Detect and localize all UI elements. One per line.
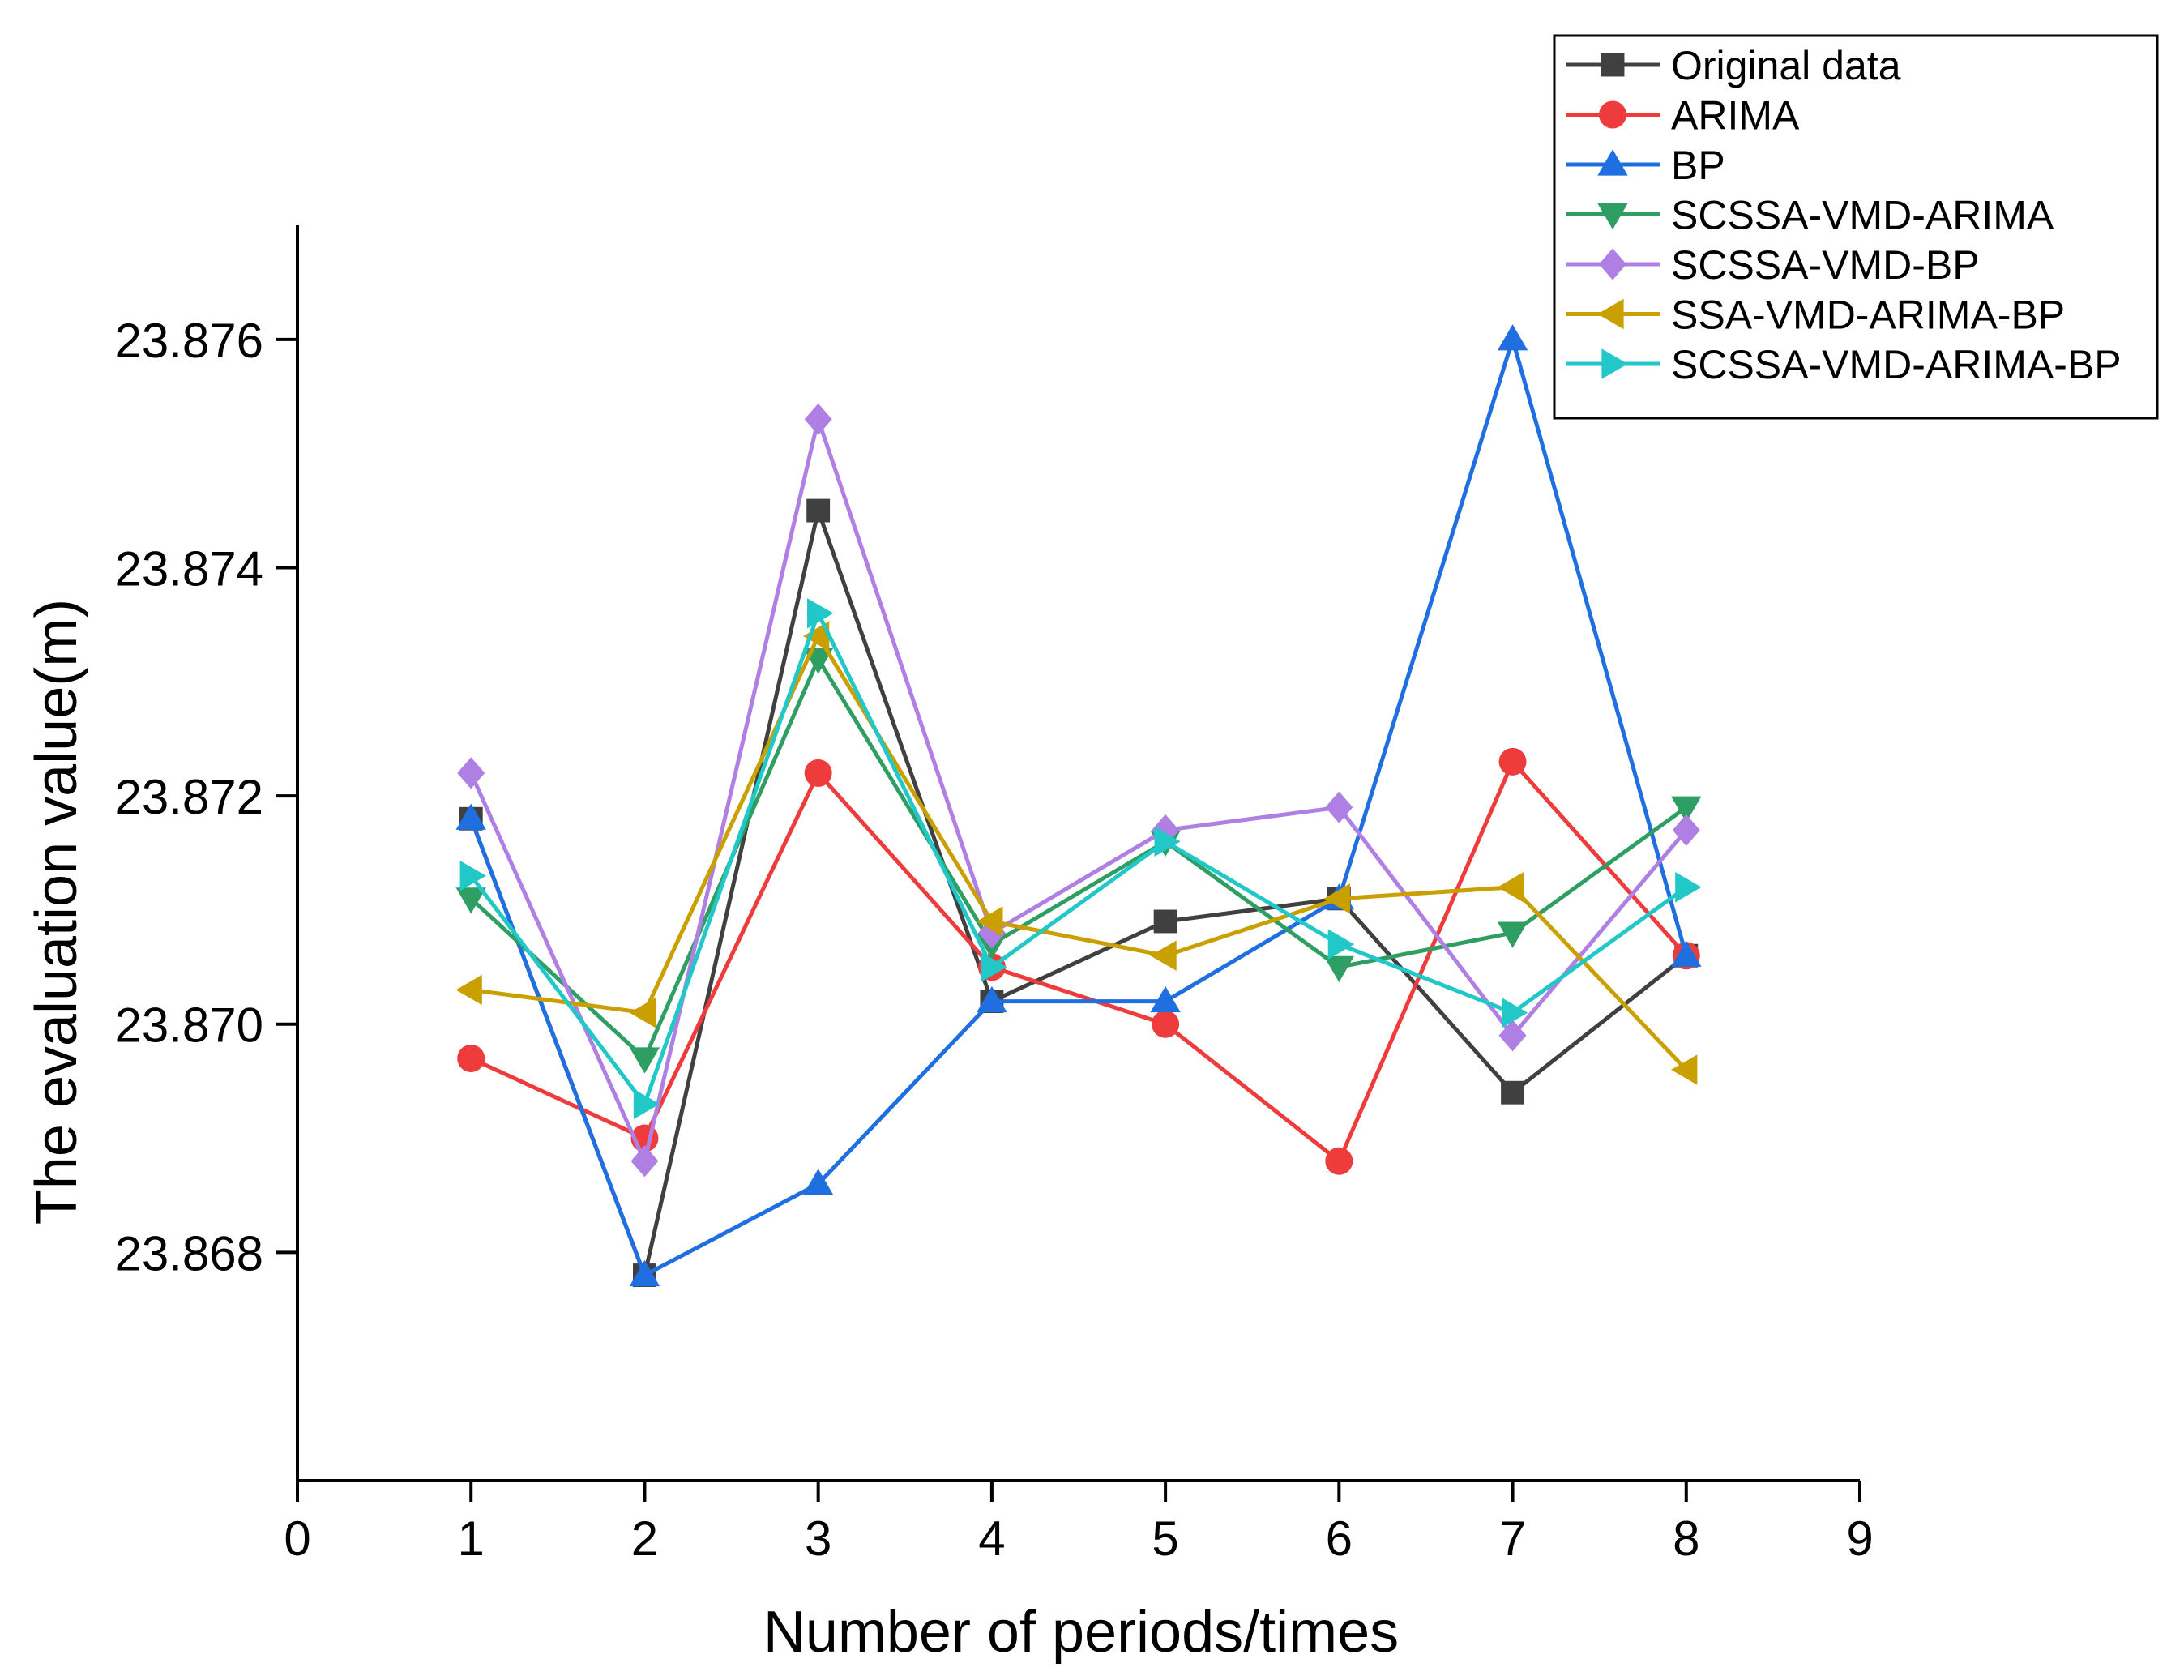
data-point [1671,796,1702,823]
data-point [1671,1054,1698,1085]
legend-marker [1597,298,1624,330]
legend-label: SCSSA-VMD-BP [1671,242,1980,288]
x-tick-label: 2 [631,1511,658,1566]
data-point [1501,997,1528,1028]
legend-entry: ARIMA [1566,93,1800,139]
data-point [807,598,834,629]
x-tick-label: 4 [978,1511,1005,1566]
data-point [1672,814,1700,846]
data-point [802,621,830,652]
legend-entry: SCSSA-VMD-BP [1566,242,1980,288]
x-tick-label: 5 [1152,1511,1178,1566]
series-line [470,634,1688,1071]
data-point [629,1259,660,1287]
y-tick-label: 23.876 [114,314,263,368]
legend-label: BP [1671,143,1725,188]
data-point [1498,1020,1527,1052]
data-point [804,403,832,435]
legend-marker [1597,149,1628,176]
series-layer [455,324,1702,1287]
data-point [629,1047,660,1074]
data-point [1325,791,1353,823]
legend-label: Original data [1671,43,1901,88]
data-point [977,906,1003,937]
data-point [1154,826,1181,857]
series-6 [459,598,1702,1119]
data-point [1152,1010,1180,1038]
legend-entry: Original data [1566,43,1901,88]
legend-label: SCSSA-VMD-ARIMA [1671,193,2054,238]
data-point [804,759,832,787]
data-point [977,985,1007,1013]
legend: Original dataARIMABPSCSSA-VMD-ARIMASCSSA… [1553,34,2159,420]
x-tick-label: 1 [458,1511,485,1566]
series-2 [455,324,1702,1287]
data-point [1497,324,1528,351]
data-point [1150,985,1181,1013]
y-tick-label: 23.874 [114,541,263,596]
y-tick-label: 23.870 [114,998,263,1053]
legend-marker [1601,348,1628,379]
x-tick-label: 3 [805,1511,831,1566]
data-point [1153,909,1177,934]
legend-entry: SSA-VMD-ARIMA-BP [1566,293,2065,338]
data-point [455,887,486,914]
data-point [1497,872,1524,903]
data-point [633,1088,660,1119]
x-tick-label: 0 [284,1511,310,1566]
legend-label: SCSSA-VMD-ARIMA-BP [1671,342,2122,387]
legend-entry: BP [1566,143,1725,188]
data-point [1675,872,1702,903]
series-line [468,337,1689,1278]
y-tick-label: 23.872 [114,770,263,824]
legend-entry: SCSSA-VMD-ARIMA [1566,193,2054,238]
x-tick-label: 9 [1846,1511,1873,1566]
data-point [457,1044,485,1072]
axes: 0 1 2 3 4 5 6 7 8 9 23.868 23.870 23.872 23.874 23.876 [114,225,1874,1566]
data-point [459,860,486,891]
x-tick-label: 8 [1673,1511,1699,1566]
data-point [1327,929,1355,960]
data-point [802,1169,834,1195]
series-line [470,759,1688,1164]
data-point [1323,955,1355,983]
series-line [468,508,1688,1278]
data-point [455,974,482,1006]
legend-label: SSA-VMD-ARIMA-BP [1671,293,2065,338]
series-line [468,417,1688,1164]
x-axis-title: Number of periods/times [763,1600,1399,1665]
data-point [1498,747,1527,776]
data-point [1325,1147,1353,1175]
series-line [469,656,1688,1061]
data-point [1501,1080,1525,1105]
y-tick-label: 23.868 [114,1226,263,1280]
series-5 [455,621,1698,1085]
series-line [469,611,1688,1106]
legend-marker [1599,100,1626,129]
data-point [629,997,656,1028]
data-point [1150,940,1177,971]
data-point [806,498,831,523]
data-point [981,951,1007,983]
data-point [1323,883,1350,914]
legend-entry: SCSSA-VMD-ARIMA-BP [1566,342,2122,387]
legend-frame [1553,34,2159,420]
legend-marker [1601,53,1625,77]
y-axis-title: The evaluation value(m) [24,599,89,1225]
legend-marker [1599,248,1626,280]
data-point [1671,940,1702,967]
legend-label: ARIMA [1671,93,1800,139]
x-tick-label: 6 [1326,1511,1353,1566]
data-point [630,1145,659,1178]
x-tick-label: 7 [1499,1511,1526,1566]
legend-marker [1597,203,1628,230]
data-point [455,803,486,830]
data-point [1497,921,1528,948]
data-point [457,757,485,789]
